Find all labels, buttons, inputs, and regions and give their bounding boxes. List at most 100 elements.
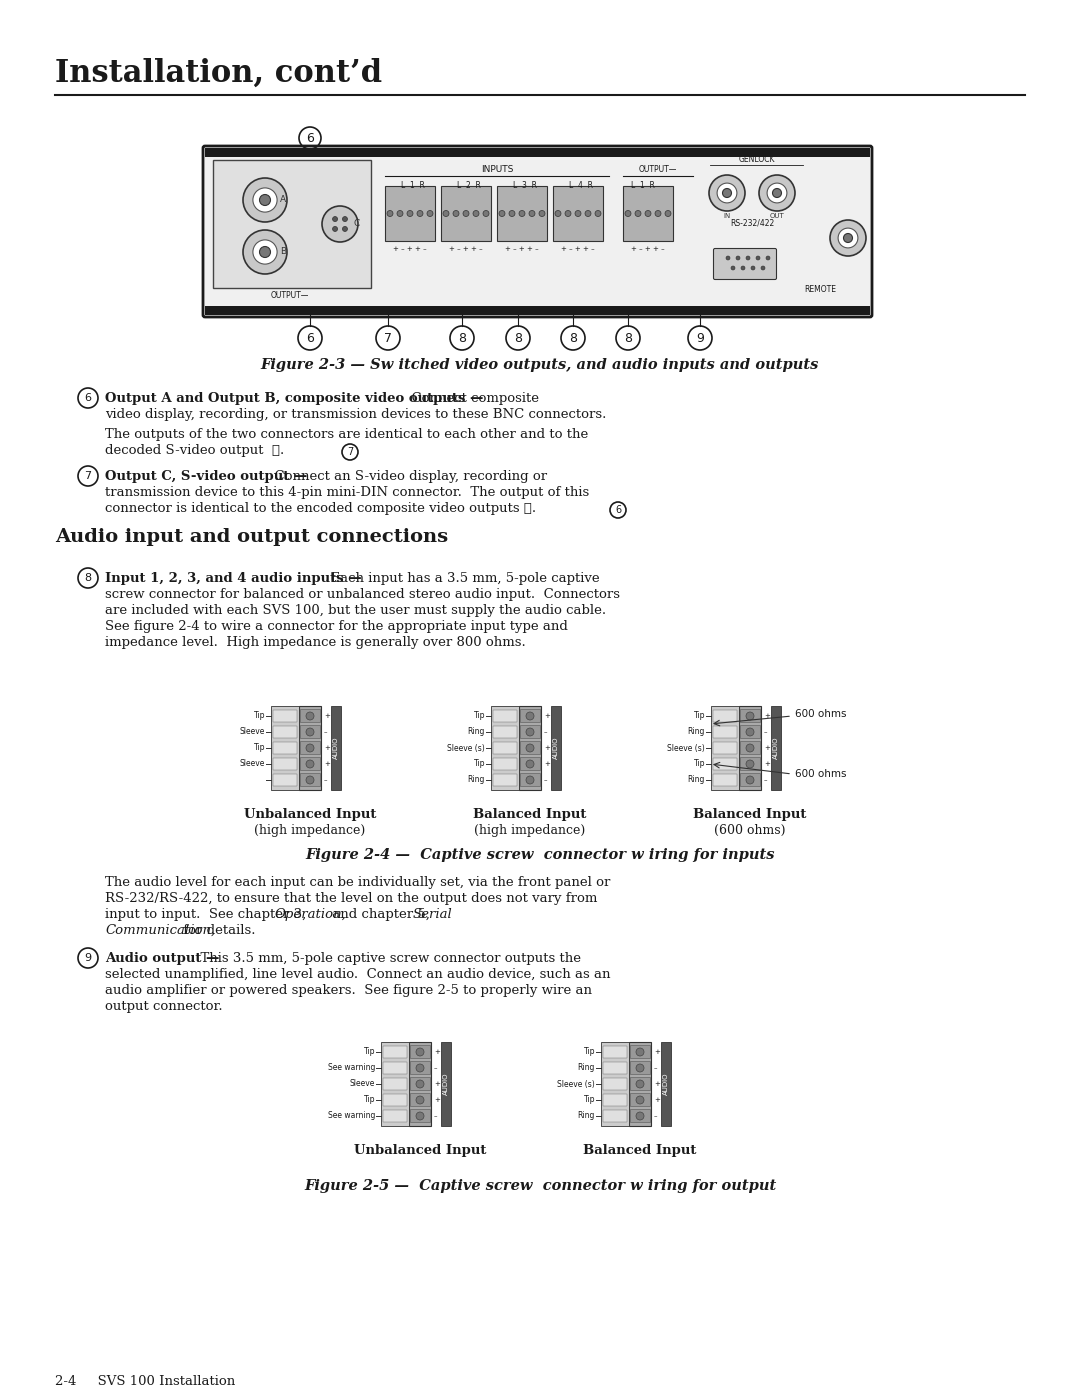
Bar — [711, 705, 739, 789]
Bar — [381, 1042, 409, 1126]
Circle shape — [843, 233, 852, 243]
Circle shape — [717, 183, 737, 203]
Circle shape — [483, 211, 489, 217]
Bar — [383, 1046, 407, 1058]
Bar — [551, 705, 561, 789]
Circle shape — [473, 211, 480, 217]
Circle shape — [526, 760, 534, 768]
Circle shape — [746, 760, 754, 768]
Text: 6: 6 — [84, 393, 92, 402]
Text: Serial: Serial — [413, 908, 453, 921]
Text: –: – — [764, 777, 768, 782]
Bar — [300, 740, 320, 754]
FancyBboxPatch shape — [714, 249, 777, 279]
Text: connector is identical to the encoded composite video outputs ②.: connector is identical to the encoded co… — [105, 502, 536, 515]
Text: Sleeve (s): Sleeve (s) — [667, 743, 705, 753]
Circle shape — [306, 712, 314, 719]
Text: –: – — [434, 1065, 437, 1071]
Bar — [661, 1042, 671, 1126]
Circle shape — [555, 211, 561, 217]
Text: + – + + –: + – + + – — [393, 246, 427, 251]
Text: L  2  R: L 2 R — [457, 182, 481, 190]
Circle shape — [746, 775, 754, 784]
Text: AUDIO: AUDIO — [553, 736, 559, 759]
Bar — [410, 1077, 430, 1090]
Text: Tip: Tip — [473, 711, 485, 721]
Text: Ring: Ring — [688, 775, 705, 785]
Bar — [603, 1078, 627, 1090]
Bar — [603, 1062, 627, 1074]
Text: audio amplifier or powered speakers.  See figure 2-5 to properly wire an: audio amplifier or powered speakers. See… — [105, 983, 592, 997]
Circle shape — [735, 256, 740, 260]
Bar — [492, 774, 517, 787]
Text: 600 ohms: 600 ohms — [795, 768, 847, 780]
Text: +: + — [764, 761, 770, 767]
Bar — [410, 1045, 430, 1058]
Text: +: + — [434, 1097, 440, 1104]
Bar — [271, 705, 299, 789]
Bar — [383, 1062, 407, 1074]
Text: +: + — [324, 745, 329, 752]
Text: REMOTE: REMOTE — [804, 285, 836, 295]
Bar — [713, 742, 737, 754]
Circle shape — [416, 1097, 424, 1104]
Text: Connect an S-video display, recording or: Connect an S-video display, recording or — [266, 469, 548, 483]
Bar — [603, 1111, 627, 1122]
Text: 6: 6 — [306, 131, 314, 144]
Text: OUTPUT—: OUTPUT— — [271, 291, 309, 299]
Text: screw connector for balanced or unbalanced stereo audio input.  Connectors: screw connector for balanced or unbalanc… — [105, 588, 620, 601]
Text: Figure 2-3 — Sw itched video outputs, and audio inputs and outputs: Figure 2-3 — Sw itched video outputs, an… — [260, 358, 820, 372]
Bar — [497, 186, 546, 242]
Text: Tip: Tip — [583, 1048, 595, 1056]
Circle shape — [407, 211, 413, 217]
Text: +: + — [764, 712, 770, 719]
Circle shape — [306, 775, 314, 784]
Text: Ring: Ring — [578, 1063, 595, 1073]
Bar — [492, 742, 517, 754]
Circle shape — [838, 228, 858, 247]
Circle shape — [529, 211, 535, 217]
Circle shape — [306, 728, 314, 736]
Circle shape — [756, 256, 760, 260]
Text: C: C — [353, 219, 360, 229]
Text: Ring: Ring — [468, 775, 485, 785]
Text: AUDIO: AUDIO — [443, 1073, 449, 1095]
Text: Balanced Input: Balanced Input — [693, 807, 807, 821]
Text: + – + + –: + – + + – — [631, 246, 665, 251]
Text: L  1  R: L 1 R — [631, 182, 654, 190]
Circle shape — [397, 211, 403, 217]
Text: output connector.: output connector. — [105, 1000, 222, 1013]
Text: Sleeve (s): Sleeve (s) — [447, 743, 485, 753]
Circle shape — [636, 1112, 644, 1120]
Bar — [492, 710, 517, 722]
Circle shape — [243, 177, 287, 222]
Bar — [205, 306, 870, 314]
Text: are included with each SVS 100, but the user must supply the audio cable.: are included with each SVS 100, but the … — [105, 604, 606, 617]
Text: –: – — [544, 777, 548, 782]
Bar — [299, 705, 321, 789]
Text: +: + — [764, 745, 770, 752]
Text: See warning: See warning — [327, 1063, 375, 1073]
Bar — [441, 1042, 451, 1126]
Text: Tip: Tip — [473, 760, 485, 768]
Text: Ring: Ring — [578, 1112, 595, 1120]
Text: See figure 2-4 to wire a connector for the appropriate input type and: See figure 2-4 to wire a connector for t… — [105, 620, 568, 633]
Text: + – + + –: + – + + – — [505, 246, 539, 251]
Text: +: + — [544, 745, 550, 752]
Bar — [519, 725, 540, 738]
Bar — [713, 710, 737, 722]
Circle shape — [772, 189, 782, 197]
Bar — [740, 725, 760, 738]
Circle shape — [463, 211, 469, 217]
Bar — [519, 757, 540, 770]
Text: RS-232/422: RS-232/422 — [730, 218, 774, 228]
Text: See warning: See warning — [327, 1112, 375, 1120]
Circle shape — [306, 760, 314, 768]
Circle shape — [342, 226, 348, 232]
Text: +: + — [434, 1081, 440, 1087]
Text: 9: 9 — [84, 953, 92, 963]
Text: +: + — [654, 1097, 660, 1104]
Text: –: – — [654, 1113, 658, 1119]
Bar — [771, 705, 781, 789]
Text: INPUTS: INPUTS — [481, 165, 513, 175]
